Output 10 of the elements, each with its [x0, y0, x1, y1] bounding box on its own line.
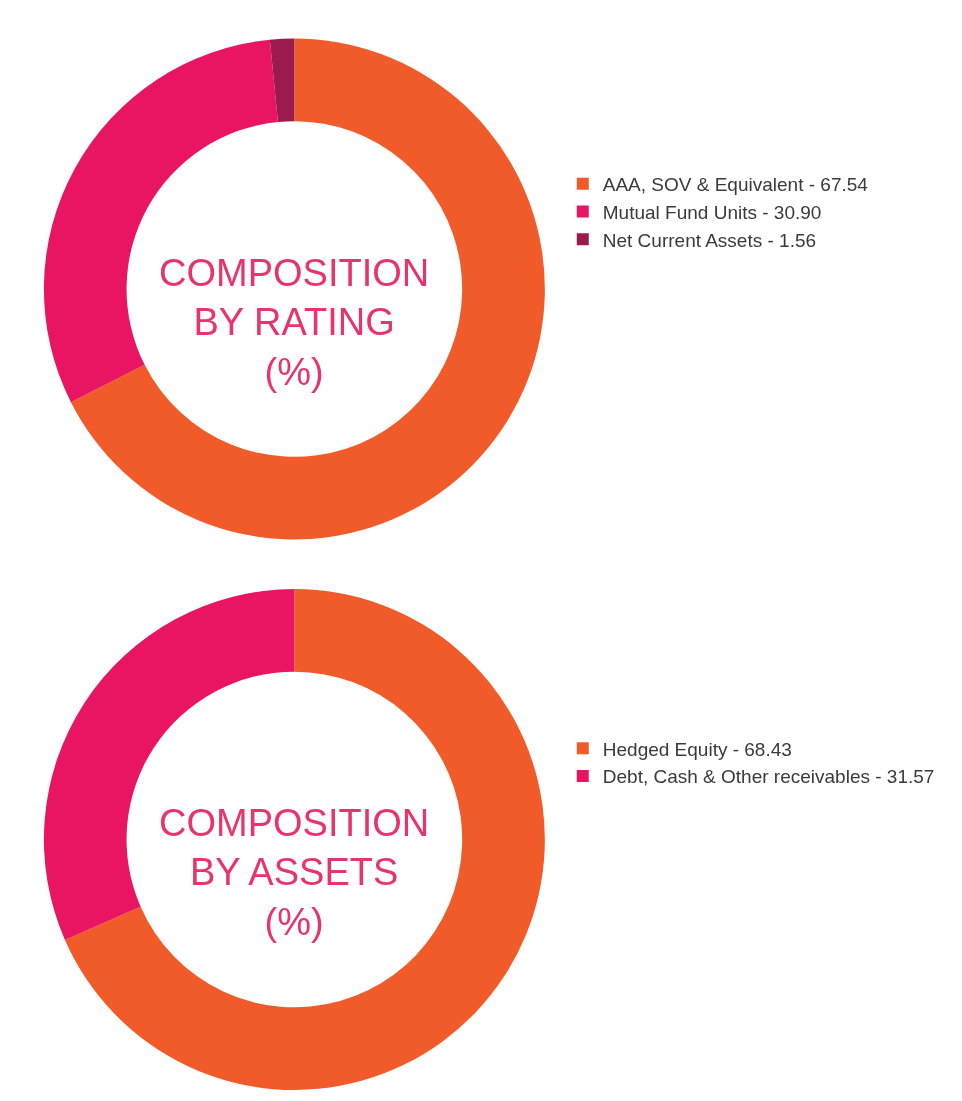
donut-slice [70, 38, 545, 540]
legend-label: Mutual Fund Units - 30.90 [602, 201, 822, 223]
legend-label: Hedged Equity - 68.43 [602, 738, 792, 760]
text: COMPOSITION BY RATING (%) [159, 252, 430, 393]
text: COMPOSITION BY ASSETS (%) [159, 802, 430, 943]
donut-slice [64, 589, 545, 1090]
legend-label: Net Current Assets - 1.56 [602, 229, 817, 251]
legend-label: AAA, SOV & Equivalent - 67.54 [602, 174, 869, 196]
legend-label: Debt, Cash & Other receivables - 31.57 [602, 766, 935, 788]
donut-slice [269, 38, 295, 122]
